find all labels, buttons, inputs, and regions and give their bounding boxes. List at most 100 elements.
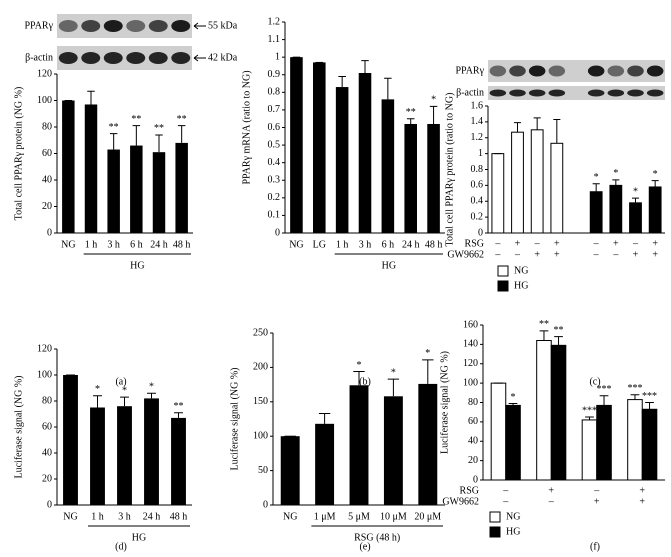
- bar: [152, 152, 166, 233]
- bar: [290, 57, 303, 233]
- treatment-sign: –: [514, 249, 521, 260]
- treatment-sign: +: [633, 249, 639, 260]
- error-bar: [93, 395, 102, 408]
- panel-label: (b): [359, 376, 371, 387]
- y-tick-label: 120: [37, 343, 52, 354]
- y-tick-label: 0.2: [268, 192, 281, 203]
- significance: *: [149, 381, 154, 392]
- error-bar: [406, 118, 415, 124]
- bar: [550, 344, 567, 481]
- x-tick-label: 6 h: [382, 239, 395, 250]
- y-tick-label: 120: [463, 358, 478, 369]
- bar: [609, 184, 623, 234]
- significance: ***: [642, 391, 657, 402]
- blot-band: [509, 65, 526, 77]
- error-bar: [120, 396, 129, 407]
- bar: [107, 149, 120, 233]
- x-tick-label: LG: [313, 239, 326, 250]
- bar: [505, 404, 521, 481]
- significance: *: [425, 348, 430, 359]
- bar: [530, 129, 544, 234]
- legend-label: HG: [506, 526, 520, 537]
- y-tick-label: 1.1: [268, 34, 281, 45]
- y-tick-label: 0.8: [268, 87, 281, 98]
- x-tick-label: 48 h: [170, 511, 188, 522]
- treatment-name: RSG: [465, 238, 484, 249]
- x-tick-label: 20 μM: [414, 511, 441, 522]
- legend-swatch: [489, 511, 501, 523]
- y-tick-label: 0.2: [471, 211, 484, 222]
- y-tick-label: 1.6: [471, 100, 484, 111]
- significance: *: [594, 172, 599, 183]
- blot-band: [171, 20, 191, 32]
- significance: **: [109, 122, 119, 133]
- error-bar: [513, 122, 522, 133]
- significance: **: [406, 107, 416, 118]
- bar: [648, 186, 662, 234]
- blot-band: [489, 89, 507, 97]
- significance: ***: [582, 405, 597, 416]
- y-tick-label: 0: [473, 474, 478, 485]
- x-tick-label: 1 h: [85, 239, 98, 250]
- blot-band: [627, 65, 644, 77]
- treatment-sign: –: [494, 249, 501, 260]
- x-tick-label: 1 h: [336, 239, 349, 250]
- error-bar: [384, 77, 392, 100]
- bar: [490, 382, 507, 481]
- error-bar: [533, 117, 541, 130]
- bar: [63, 375, 78, 505]
- legend-label: NG: [506, 511, 520, 522]
- x-tick-label: NG: [289, 239, 303, 250]
- significance: *: [653, 169, 658, 180]
- y-tick-label: 40: [468, 436, 478, 447]
- significance: ***: [597, 384, 612, 395]
- x-tick-label: 5 μM: [348, 511, 370, 522]
- y-axis-label: Luciferase signal (NG %): [439, 351, 450, 454]
- y-tick-label: 100: [37, 95, 52, 106]
- error-bar: [553, 118, 561, 144]
- treatment-sign: +: [594, 496, 600, 507]
- blot-band: [81, 20, 101, 32]
- blot-band: [607, 65, 625, 77]
- blot-band: [81, 52, 101, 64]
- blot-arrow: [193, 54, 206, 62]
- error-bar: [361, 60, 369, 73]
- treatment-sign: –: [593, 238, 600, 249]
- significance: *: [391, 367, 396, 378]
- error-bar: [645, 402, 654, 410]
- bar: [511, 131, 524, 234]
- legend-label: HG: [514, 280, 528, 291]
- bar: [335, 87, 349, 233]
- significance: ***: [627, 383, 642, 394]
- bar: [84, 104, 98, 233]
- significance: *: [431, 95, 436, 106]
- y-tick-label: 250: [253, 327, 268, 338]
- error-bar: [422, 359, 434, 384]
- error-bar: [508, 402, 518, 406]
- panel-label: (c): [589, 376, 600, 387]
- error-bar: [612, 179, 620, 186]
- significance: *: [122, 385, 127, 396]
- group-label: HG: [132, 532, 146, 543]
- y-tick-label: 60: [468, 416, 478, 427]
- y-tick-label: 0.9: [268, 69, 281, 80]
- treatment-sign: +: [534, 249, 540, 260]
- bar: [427, 123, 440, 233]
- bar: [280, 436, 300, 505]
- blot-band: [58, 20, 78, 32]
- bar: [383, 396, 403, 505]
- y-tick-label: 160: [463, 319, 478, 330]
- y-tick-label: 0.1: [268, 210, 281, 221]
- blot-band: [171, 52, 191, 64]
- y-tick-label: 0.4: [471, 196, 484, 207]
- blot-band: [126, 20, 146, 32]
- significance: *: [633, 186, 638, 197]
- treatment-sign: –: [593, 485, 600, 496]
- bar: [130, 145, 143, 233]
- y-tick-label: 0.3: [268, 175, 281, 186]
- significance: *: [613, 168, 618, 179]
- treatment-sign: +: [652, 249, 658, 260]
- x-tick-label: NG: [63, 511, 77, 522]
- bar: [596, 404, 612, 481]
- error-bar: [177, 125, 186, 143]
